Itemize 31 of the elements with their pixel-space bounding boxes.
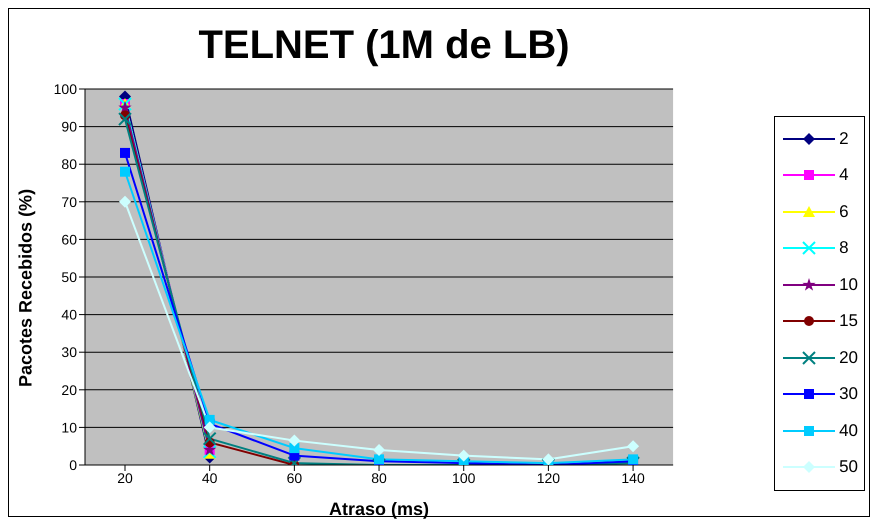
y-tick-label: 100 — [54, 80, 78, 97]
legend-label: 10 — [839, 274, 858, 295]
legend-label: 6 — [839, 202, 849, 222]
y-tick-label: 0 — [69, 456, 78, 473]
y-tick-label: 90 — [61, 118, 78, 135]
legend-label: 50 — [839, 457, 858, 478]
x-tick-label: 60 — [286, 470, 302, 486]
legend-label: 2 — [839, 128, 849, 149]
y-tick-label: 30 — [61, 344, 78, 360]
legend-label: 40 — [839, 420, 858, 441]
legend-label: 30 — [839, 384, 858, 404]
legend-label: 4 — [839, 165, 849, 186]
legend-label: 15 — [839, 311, 858, 332]
y-tick-label: 40 — [61, 306, 78, 323]
x-tick-label: 100 — [452, 470, 476, 486]
y-tick-label: 70 — [61, 194, 78, 210]
legend-label: 8 — [839, 238, 849, 258]
x-tick-label: 20 — [117, 470, 133, 486]
x-tick-label: 80 — [371, 470, 388, 486]
x-tick-label: 140 — [621, 470, 645, 486]
y-tick-label: 50 — [61, 268, 78, 285]
x-tick-label: 40 — [202, 470, 218, 486]
legend-label: 20 — [839, 348, 858, 368]
x-tick-label: 120 — [536, 470, 560, 486]
y-tick-label: 80 — [61, 156, 78, 172]
y-axis-title: Pacotes Recebidos (%) — [15, 188, 36, 387]
y-tick-label: 20 — [61, 382, 78, 398]
y-tick-label: 10 — [61, 419, 78, 436]
chart-title: TELNET (1M de LB) — [198, 23, 570, 67]
y-tick-label: 60 — [61, 231, 78, 248]
x-axis-title: Atraso (ms) — [329, 499, 430, 519]
